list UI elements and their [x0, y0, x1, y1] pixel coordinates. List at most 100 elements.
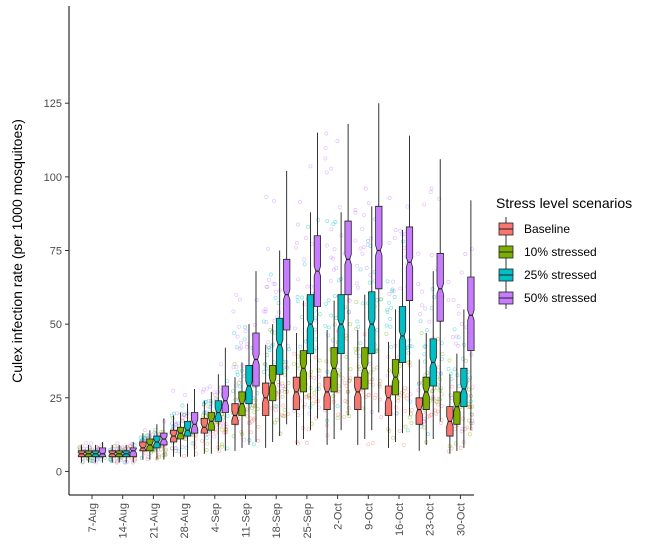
data-point [224, 427, 229, 432]
data-point [247, 403, 252, 408]
data-point [264, 194, 269, 199]
data-point [446, 298, 451, 303]
data-point [436, 365, 441, 370]
box-25-stressed-4-sep [214, 374, 222, 451]
box-10-stressed-7-aug [84, 444, 93, 463]
data-point [385, 309, 390, 314]
data-point [174, 448, 178, 453]
data-point [346, 406, 351, 411]
data-point [282, 408, 287, 413]
data-point [89, 441, 94, 446]
y-tick-label: 50 [50, 319, 62, 331]
data-point [361, 245, 366, 250]
data-point [360, 301, 365, 306]
data-point [439, 341, 444, 346]
data-point [269, 344, 274, 349]
data-point [208, 405, 213, 410]
data-point [405, 428, 410, 433]
data-point [204, 436, 209, 441]
data-point [423, 306, 428, 311]
data-point [402, 245, 407, 250]
data-point [84, 441, 88, 446]
box-baseline-9-oct [354, 330, 362, 445]
data-point [408, 363, 413, 368]
x-tick-label: 7-Aug [87, 503, 99, 532]
data-point [117, 445, 122, 450]
data-point [182, 453, 187, 458]
data-point [469, 412, 474, 417]
data-point [296, 277, 301, 282]
box-10-stressed-25-sep [299, 300, 307, 440]
data-point [176, 421, 181, 426]
data-point [172, 420, 177, 425]
data-point [238, 340, 243, 345]
data-point [182, 413, 187, 417]
data-point [224, 425, 229, 429]
data-point [205, 441, 210, 446]
data-point [461, 416, 466, 421]
data-point [299, 314, 304, 319]
data-point [305, 284, 310, 289]
data-point [212, 390, 217, 395]
data-point [313, 355, 318, 360]
data-point [255, 407, 260, 411]
box-baseline-7-aug [77, 444, 86, 463]
data-point [287, 347, 292, 352]
data-point [342, 414, 347, 419]
data-point [130, 442, 135, 447]
data-point [292, 351, 297, 356]
data-point [405, 393, 410, 398]
box-25-stressed-9-oct [368, 206, 376, 431]
data-point [112, 459, 117, 464]
data-point [273, 420, 277, 425]
data-point [316, 399, 321, 404]
data-point [440, 352, 445, 356]
box-body [415, 397, 423, 425]
x-tick-label: 2-Oct [333, 503, 345, 530]
data-point [394, 405, 399, 410]
x-tick-label: 18-Sep [271, 503, 283, 538]
x-tick-label: 11-Sep [241, 503, 253, 538]
box-25-stressed-23-oct [429, 271, 437, 440]
data-point [307, 396, 312, 400]
data-point [344, 355, 349, 359]
data-point [347, 414, 352, 418]
data-point [468, 375, 473, 380]
data-point [455, 373, 460, 378]
data-point [416, 387, 421, 392]
box-body [398, 306, 407, 363]
data-point [398, 228, 403, 233]
data-point [296, 354, 300, 359]
box-25-stressed-25-sep [306, 212, 314, 431]
data-point [194, 451, 199, 456]
data-point [366, 392, 371, 397]
data-point [401, 389, 406, 394]
data-point [435, 409, 440, 414]
box-body [354, 376, 362, 410]
data-point [307, 411, 312, 416]
data-point [231, 389, 236, 394]
x-ticks: 7-Aug 14-Aug 21-Aug 28-Aug 4-Sep 11-Sep 18-Sep… [87, 495, 467, 538]
data-point [273, 295, 278, 300]
data-point [358, 341, 363, 346]
data-point [282, 413, 287, 418]
data-point [394, 411, 399, 416]
data-point [427, 319, 432, 324]
box-baseline-14-aug [108, 444, 116, 463]
data-point [301, 302, 306, 307]
box-50-stressed-18-sep [283, 170, 291, 425]
data-point [193, 436, 198, 441]
data-point [264, 320, 269, 325]
data-point [236, 380, 241, 385]
data-point [180, 445, 185, 450]
data-point [333, 220, 338, 224]
data-point [286, 381, 291, 385]
legend-key-10-stressed [498, 240, 514, 263]
data-point [324, 131, 329, 136]
box-body [191, 412, 199, 434]
data-point [266, 340, 271, 345]
data-point [264, 366, 269, 371]
data-point [403, 424, 408, 429]
data-point [245, 342, 250, 347]
data-point [77, 445, 82, 450]
